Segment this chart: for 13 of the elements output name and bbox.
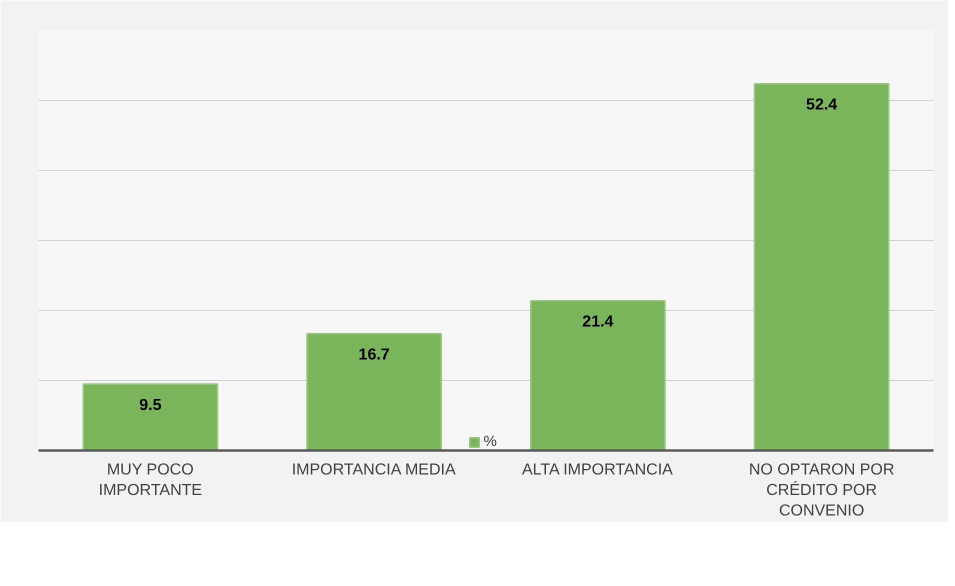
data-label: 21.4 (582, 314, 614, 331)
data-label: 52.4 (806, 96, 838, 114)
x-tick-label: NO OPTARON POR CRÉDITO POR CONVENIO (748, 462, 894, 520)
bar (530, 300, 666, 450)
data-label: 16.7 (358, 346, 390, 364)
bar (82, 383, 218, 450)
legend-label: % (484, 433, 498, 450)
x-tick-label: MUY POCO IMPORTANTE (98, 462, 202, 499)
bar (306, 332, 442, 450)
data-label: 9.5 (139, 397, 162, 414)
x-tick-label: ALTA IMPORTANCIA (522, 462, 674, 478)
bar (754, 82, 890, 450)
x-tick-label: IMPORTANCIA MEDIA (292, 462, 456, 478)
